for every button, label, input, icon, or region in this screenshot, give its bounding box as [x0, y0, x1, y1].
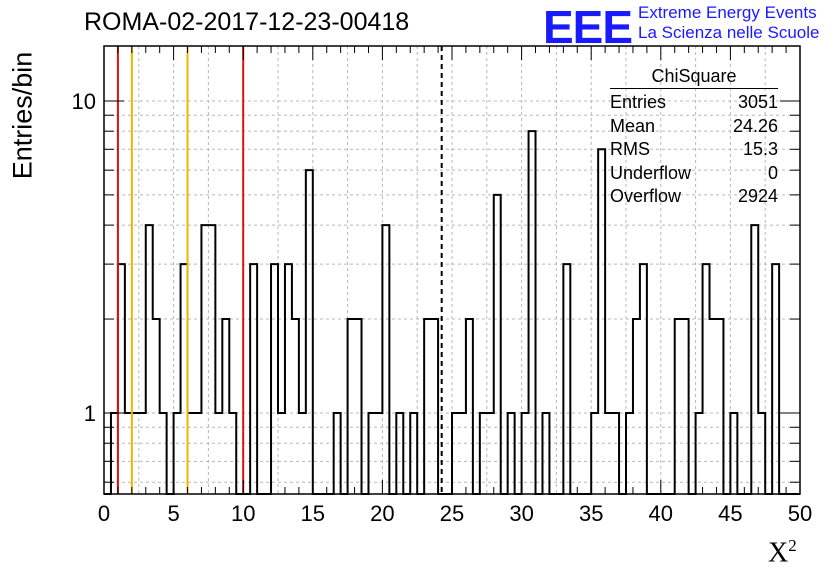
x-tick-label: 30: [509, 501, 533, 526]
x-tick-label: 40: [649, 501, 673, 526]
histogram-bin: [201, 225, 208, 494]
histogram-bin: [348, 319, 355, 494]
stats-value: 0: [767, 162, 778, 183]
x-tick-label: 25: [440, 501, 464, 526]
y-axis-label: Entries/bin: [7, 51, 38, 180]
x-axis-label-superscript: 2: [788, 536, 797, 555]
x-tick-label: 20: [370, 501, 394, 526]
stats-label: Overflow: [610, 186, 682, 206]
x-tick-label: 35: [579, 501, 603, 526]
histogram-bin: [292, 319, 299, 494]
chart-title: ROMA-02-2017-12-23-00418: [84, 8, 410, 36]
histogram-bin: [431, 319, 438, 494]
stats-value: 2924: [737, 186, 778, 206]
x-tick-label: 0: [98, 501, 110, 526]
eee-logo: EEE: [543, 1, 633, 53]
logo-caption-line1: Extreme Energy Events: [638, 3, 817, 22]
stats-label: Mean: [610, 115, 656, 136]
stats-label: RMS: [610, 139, 650, 159]
statistics-box: ChiSquare Entries 3051 Mean 24.26 RMS 15.3 …: [610, 66, 778, 209]
x-axis-label: X2: [768, 536, 797, 569]
x-tick-label: 5: [167, 501, 179, 526]
histogram-bin: [466, 319, 473, 494]
histogram-bin: [716, 319, 723, 494]
histogram-bin: [710, 319, 717, 494]
histogram-bin: [118, 264, 125, 494]
histogram-bin: [703, 264, 710, 494]
stats-value: 3051: [737, 92, 778, 112]
histogram-bin: [751, 225, 758, 494]
x-axis-label-base: X: [768, 537, 789, 569]
histogram-bin: [222, 319, 229, 494]
histogram-bin: [285, 264, 292, 494]
stats-value: 15.3: [742, 139, 778, 159]
histogram-bin: [424, 319, 431, 494]
x-tick-label: 10: [231, 501, 255, 526]
histogram-bin: [494, 195, 501, 494]
stats-title: ChiSquare: [610, 66, 778, 89]
stats-value: 24.26: [732, 115, 778, 136]
x-tick-label: 50: [788, 501, 812, 526]
x-tick-label: 15: [301, 501, 325, 526]
logo-caption-line2: La Scienza nelle Scuole: [638, 23, 820, 42]
y-tick-label: 1: [84, 401, 96, 426]
histogram-bin: [772, 264, 779, 494]
histogram-bin: [598, 149, 605, 494]
histogram-bin: [306, 170, 313, 494]
stats-row-rms: RMS 15.3: [610, 138, 778, 162]
stats-row-underflow: Underflow 0: [610, 162, 778, 186]
histogram-bin: [563, 264, 570, 494]
x-tick-label: 45: [718, 501, 742, 526]
histogram-bin: [208, 225, 215, 494]
histogram-bin: [640, 264, 647, 494]
histogram-bin: [675, 319, 682, 494]
histogram-bin: [250, 264, 257, 494]
histogram-bin: [181, 264, 188, 494]
histogram-bin: [271, 264, 278, 494]
histogram-bin: [682, 319, 689, 494]
histogram-bin: [529, 131, 536, 494]
histogram-bin: [382, 225, 389, 494]
stats-row-mean: Mean 24.26: [610, 115, 778, 139]
y-tick-label: 10: [72, 89, 96, 114]
histogram-bin: [153, 319, 160, 494]
stats-label: Underflow: [610, 162, 692, 183]
stats-row-overflow: Overflow 2924: [610, 185, 778, 209]
stats-row-entries: Entries 3051: [610, 91, 778, 115]
stats-label: Entries: [610, 92, 667, 112]
histogram-bin: [146, 225, 153, 494]
histogram-bin: [355, 319, 362, 494]
histogram-bin: [633, 319, 640, 494]
